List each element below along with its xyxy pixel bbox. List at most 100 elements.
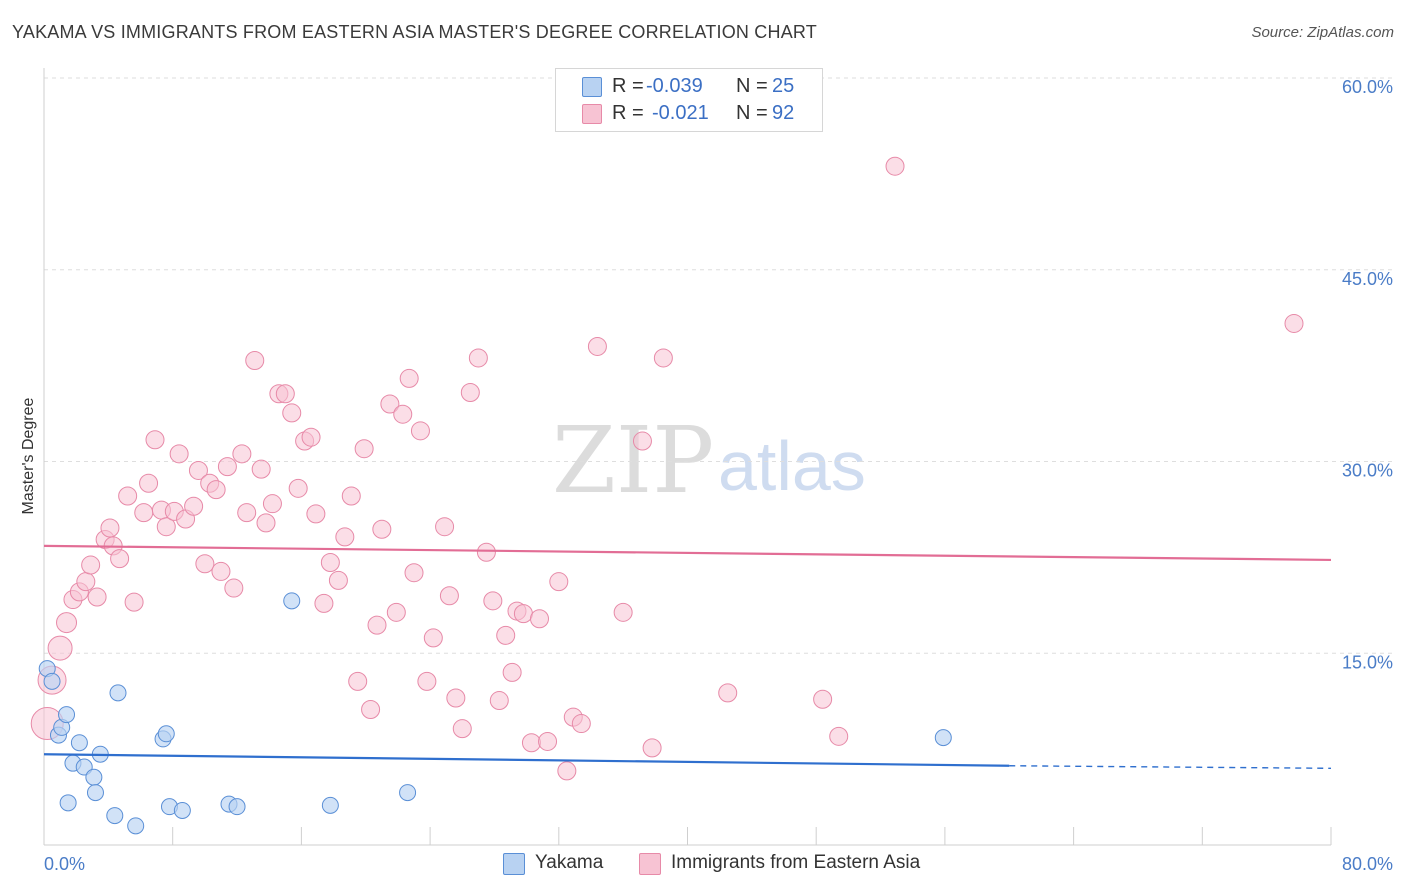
point-immigrants	[87, 587, 107, 607]
point-immigrants	[399, 368, 419, 388]
point-immigrants	[134, 503, 154, 523]
point-immigrants	[275, 384, 295, 404]
point-immigrants	[439, 586, 459, 606]
point-immigrants	[386, 602, 406, 622]
point-yakama	[106, 807, 124, 825]
point-yakama	[934, 729, 952, 747]
point-immigrants	[100, 518, 120, 538]
bottom-legend-swatch-immigrants	[639, 853, 661, 875]
tick-labels: 15.0% 30.0% 45.0% 60.0% 0.0% 80.0%	[44, 77, 1393, 874]
point-immigrants	[341, 486, 361, 506]
point-immigrants	[224, 578, 244, 598]
point-immigrants	[653, 348, 673, 368]
point-yakama	[70, 734, 88, 752]
x-tick-label: 0.0%	[44, 854, 85, 874]
point-immigrants	[642, 738, 662, 758]
point-immigrants	[410, 421, 430, 441]
point-immigrants	[56, 612, 78, 634]
legend-swatch-immigrants	[582, 104, 602, 124]
point-immigrants	[496, 625, 516, 645]
point-immigrants	[47, 635, 73, 661]
point-immigrants	[306, 504, 326, 524]
legend-swatch-yakama	[582, 77, 602, 97]
correlation-legend: R = -0.039 N = 25 R = -0.021 N = 92	[555, 68, 823, 132]
point-immigrants	[288, 478, 308, 498]
gridlines	[44, 77, 1392, 654]
point-immigrants	[380, 394, 400, 414]
trend-lines	[43, 544, 1332, 769]
point-immigrants	[529, 609, 549, 629]
point-yakama	[109, 684, 127, 702]
point-yakama	[157, 725, 175, 743]
legend-n-label: N =	[736, 75, 768, 97]
point-immigrants	[237, 503, 257, 523]
x-tick-label: 80.0%	[1342, 854, 1393, 874]
point-immigrants	[335, 527, 355, 547]
point-immigrants	[76, 572, 96, 592]
watermark: ZIP atlas	[552, 407, 866, 514]
legend-r-label: R =	[612, 75, 644, 97]
point-immigrants	[393, 404, 413, 424]
point-immigrants	[468, 348, 488, 368]
point-immigrants	[195, 554, 215, 574]
point-immigrants	[188, 460, 208, 480]
point-immigrants	[513, 604, 533, 624]
legend-n-label: N =	[736, 102, 768, 124]
point-immigrants	[557, 761, 577, 781]
point-yakama	[58, 706, 76, 724]
legend-r-value: -0.021	[652, 102, 709, 124]
bottom-legend-label-yakama: Yakama	[535, 852, 604, 873]
chart-title: YAKAMA VS IMMIGRANTS FROM EASTERN ASIA M…	[12, 22, 817, 42]
y-tick-label: 30.0%	[1342, 461, 1393, 481]
point-immigrants	[184, 496, 204, 516]
point-yakama	[59, 794, 77, 812]
point-immigrants	[139, 473, 159, 493]
bottom-legend-swatch-yakama	[503, 853, 525, 875]
point-yakama	[85, 768, 103, 786]
watermark-atlas: atlas	[718, 427, 866, 505]
point-immigrants	[348, 671, 368, 691]
point-immigrants	[118, 486, 138, 506]
point-immigrants	[435, 517, 455, 537]
point-yakama	[86, 784, 104, 802]
point-immigrants	[206, 480, 226, 500]
point-immigrants	[110, 549, 130, 569]
point-immigrants	[829, 726, 849, 746]
point-immigrants	[571, 714, 591, 734]
point-immigrants	[262, 494, 282, 514]
y-axis-title: Master's Degree	[20, 397, 37, 514]
point-immigrants	[367, 615, 387, 635]
y-tick-label: 60.0%	[1342, 77, 1393, 97]
point-immigrants	[423, 628, 443, 648]
series-yakama-points	[38, 592, 952, 835]
point-immigrants	[372, 519, 392, 539]
point-immigrants	[211, 561, 231, 581]
point-immigrants	[476, 542, 496, 562]
point-immigrants	[301, 427, 321, 447]
point-immigrants	[718, 683, 738, 703]
point-immigrants	[538, 731, 558, 751]
point-immigrants	[217, 457, 237, 477]
point-immigrants	[549, 572, 569, 592]
point-immigrants	[460, 382, 480, 402]
point-immigrants	[314, 593, 334, 613]
point-yakama	[127, 817, 145, 835]
legend-n-value: 92	[772, 102, 795, 124]
trend-line-yakama-extension	[1009, 765, 1332, 769]
point-immigrants	[502, 662, 522, 682]
point-immigrants	[404, 563, 424, 583]
point-yakama	[399, 784, 417, 802]
point-yakama	[321, 796, 339, 814]
point-immigrants	[521, 733, 541, 753]
point-yakama	[173, 801, 191, 819]
point-immigrants	[587, 336, 607, 356]
point-immigrants	[613, 602, 633, 622]
point-immigrants	[328, 570, 348, 590]
point-immigrants	[245, 351, 265, 371]
bottom-legend-label-immigrants: Immigrants from Eastern Asia	[671, 852, 921, 873]
point-immigrants	[251, 459, 271, 479]
point-immigrants	[446, 688, 466, 708]
point-immigrants	[813, 689, 833, 709]
point-immigrants	[156, 517, 176, 537]
point-immigrants	[361, 699, 381, 719]
